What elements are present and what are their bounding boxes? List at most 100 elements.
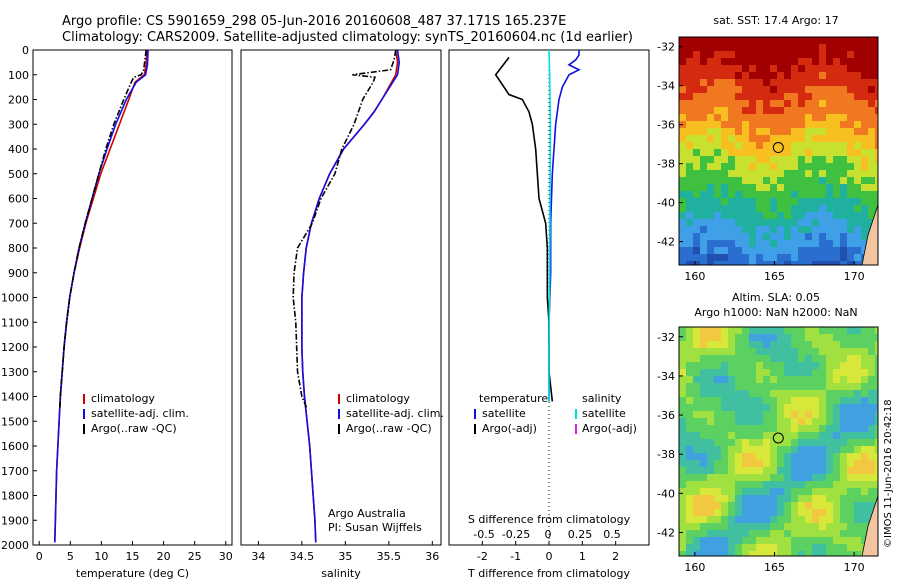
- map-cell: [847, 411, 855, 419]
- map-cell: [875, 142, 878, 150]
- map-cell: [693, 439, 701, 447]
- map-cell: [840, 551, 848, 556]
- map-cell: [812, 37, 820, 45]
- map-cell: [868, 37, 876, 45]
- map-cell: [721, 404, 729, 412]
- map-cell: [693, 226, 701, 234]
- map-cell: [812, 254, 820, 262]
- difference-tick-label: 2: [612, 550, 619, 563]
- map-cell: [868, 135, 876, 143]
- map-cell: [777, 107, 785, 115]
- lat-tick-label: -32: [657, 41, 675, 54]
- map-cell: [756, 397, 764, 405]
- map-cell: [805, 509, 813, 517]
- map-cell: [686, 348, 694, 356]
- map-cell: [749, 72, 757, 80]
- map-cell: [721, 383, 729, 391]
- map-cell: [798, 205, 806, 213]
- map-cell: [686, 327, 694, 335]
- map-cell: [854, 481, 862, 489]
- map-cell: [686, 425, 694, 433]
- map-cell: [798, 254, 806, 262]
- map-cell: [707, 198, 715, 206]
- map-cell: [833, 247, 841, 255]
- map-cell: [770, 226, 778, 234]
- map-cell: [854, 219, 862, 227]
- lon-tick-label: 160: [684, 561, 705, 574]
- map-cell: [742, 226, 750, 234]
- map-cell: [679, 383, 687, 391]
- map-cell: [700, 93, 708, 101]
- map-cell: [840, 37, 848, 45]
- map-cell: [777, 481, 785, 489]
- difference-top-label: S difference from climatology: [468, 513, 631, 526]
- map-cell: [742, 411, 750, 419]
- map-cell: [875, 184, 878, 192]
- map-cell: [700, 467, 708, 475]
- map-cell: [728, 261, 736, 265]
- map-cell: [749, 191, 757, 199]
- map-cell: [854, 163, 862, 171]
- map-cell: [679, 226, 687, 234]
- map-cell: [700, 86, 708, 94]
- map-cell: [756, 551, 764, 556]
- map-cell: [707, 327, 715, 335]
- legend-label: climatology: [91, 392, 155, 405]
- map-cell: [756, 198, 764, 206]
- map-cell: [707, 254, 715, 262]
- map-cell: [826, 488, 834, 496]
- map-cell: [812, 191, 820, 199]
- map-cell: [763, 390, 771, 398]
- map-cell: [840, 149, 848, 157]
- map-cell: [728, 369, 736, 377]
- map-cell: [805, 254, 813, 262]
- map-cell: [840, 523, 848, 531]
- map-cell: [798, 184, 806, 192]
- map-cell: [854, 58, 862, 66]
- map-cell: [812, 135, 820, 143]
- map-cell: [728, 156, 736, 164]
- map-cell: [749, 453, 757, 461]
- map-cell: [819, 432, 827, 440]
- map-cell: [840, 348, 848, 356]
- map-cell: [826, 544, 834, 552]
- map-cell: [847, 383, 855, 391]
- map-cell: [707, 219, 715, 227]
- salinity-series: [292, 49, 397, 410]
- map-cell: [784, 355, 792, 363]
- map-cell: [686, 233, 694, 241]
- map-cell: [791, 446, 799, 454]
- map-cell: [742, 516, 750, 524]
- map-cell: [875, 488, 878, 496]
- map-cell: [777, 37, 785, 45]
- map-cell: [826, 51, 834, 59]
- map-cell: [686, 142, 694, 150]
- map-cell: [833, 502, 841, 510]
- map-cell: [756, 86, 764, 94]
- map-cell: [784, 488, 792, 496]
- map-cell: [735, 551, 743, 556]
- map-cell: [756, 376, 764, 384]
- map-cell: [798, 341, 806, 349]
- map-cell: [742, 100, 750, 108]
- map-cell: [833, 341, 841, 349]
- map-cell: [812, 219, 820, 227]
- map-cell: [728, 93, 736, 101]
- map-cell: [693, 544, 701, 552]
- map-cell: [784, 544, 792, 552]
- map-cell: [707, 128, 715, 136]
- map-cell: [721, 254, 729, 262]
- map-cell: [833, 191, 841, 199]
- map-cell: [735, 390, 743, 398]
- map-cell: [714, 355, 722, 363]
- map-cell: [735, 376, 743, 384]
- map-cell: [868, 404, 876, 412]
- map-cell: [854, 453, 862, 461]
- map-cell: [756, 418, 764, 426]
- map-cell: [805, 233, 813, 241]
- map-cell: [756, 509, 764, 517]
- map-cell: [854, 362, 862, 370]
- map-cell: [735, 226, 743, 234]
- map-cell: [826, 439, 834, 447]
- map-cell: [798, 432, 806, 440]
